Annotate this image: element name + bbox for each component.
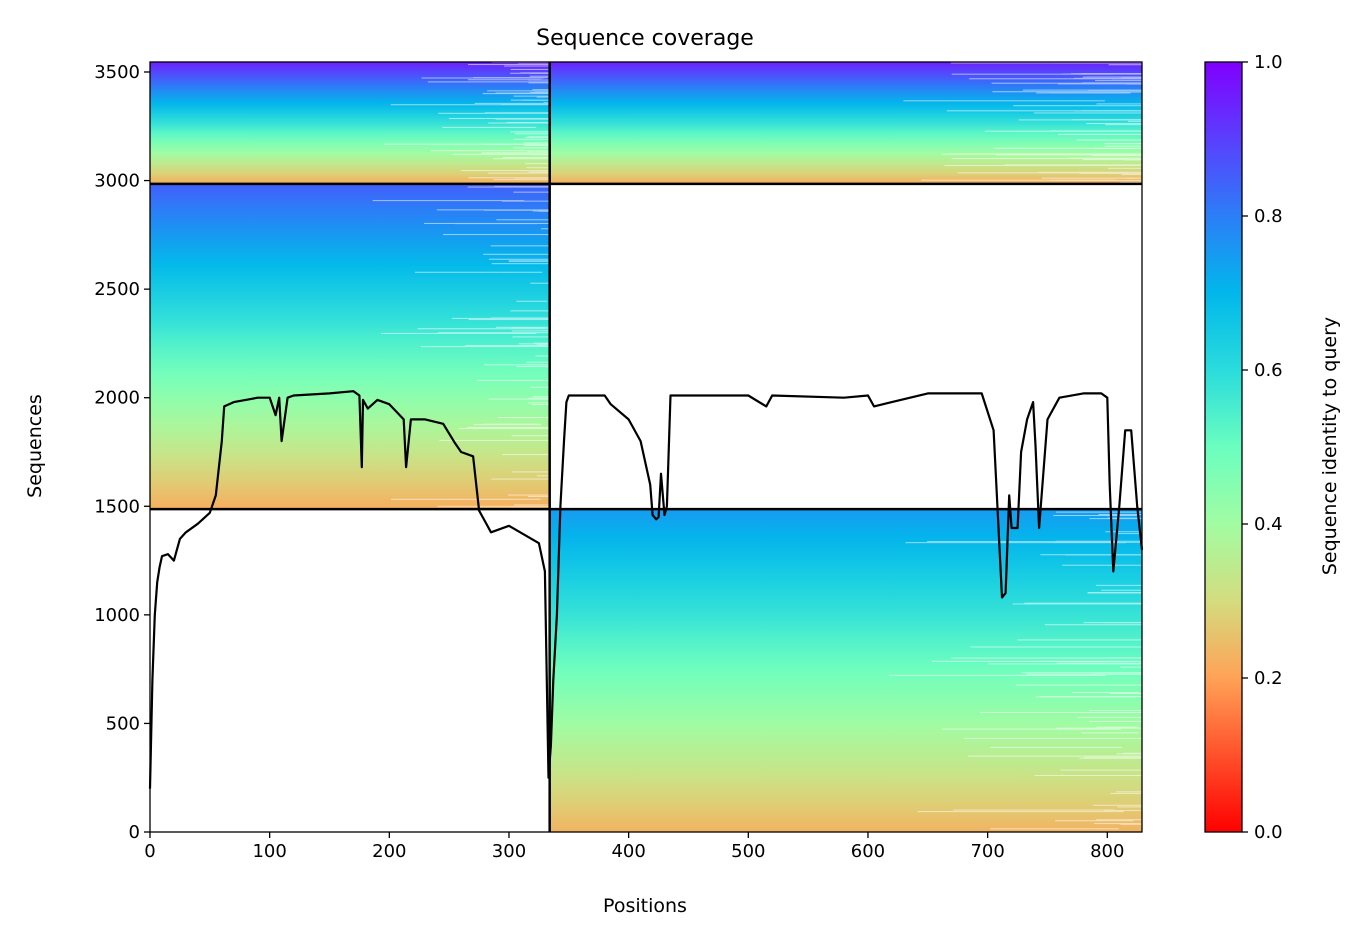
x-tick-label: 500 [731,841,765,862]
colorbar-tick-label: 1.0 [1254,52,1283,73]
y-tick-label: 2500 [94,279,140,300]
x-tick-label: 700 [970,841,1004,862]
coverage-line-layer [148,390,1144,789]
chart-title: Sequence coverage [536,26,754,51]
colorbar-tick-label: 0.6 [1254,360,1283,381]
coverage-line [148,390,1144,789]
x-tick-label: 400 [611,841,645,862]
colorbar-tick-label: 0.0 [1254,822,1283,843]
colorbar-tick-label: 0.8 [1254,206,1283,227]
colorbar-label: Sequence identity to query [1319,317,1341,575]
x-tick-label: 0 [144,841,155,862]
y-tick-label: 0 [129,822,140,843]
y-tick-label: 1000 [94,605,140,626]
y-axis-label: Sequences [24,394,46,498]
y-tick-label: 500 [106,713,140,734]
heatmap-layer [150,62,1142,832]
y-tick-label: 1500 [94,496,140,517]
colorbar-tick-label: 0.4 [1254,514,1283,535]
x-tick-label: 200 [372,841,406,862]
x-tick-label: 100 [252,841,286,862]
heatmap-block [549,509,1142,832]
y-tick-label: 2000 [94,388,140,409]
y-tick-label: 3500 [94,62,140,83]
x-tick-label: 800 [1090,841,1124,862]
colorbar-gradient [1204,61,1243,833]
plot-frame [149,61,1143,833]
axes-layer: 0 100 200 300 400 500 600 700 800 0 500 1000 1500 200… [94,61,1143,862]
heatmap-block [549,62,1142,184]
colorbar: 0.0 0.2 0.4 0.6 0.8 1.0 [1204,52,1283,843]
colorbar-tick-label: 0.2 [1254,668,1283,689]
x-tick-label: 300 [492,841,526,862]
x-axis-label: Positions [603,895,687,917]
y-tick-label: 3000 [94,171,140,192]
x-tick-label: 600 [851,841,885,862]
